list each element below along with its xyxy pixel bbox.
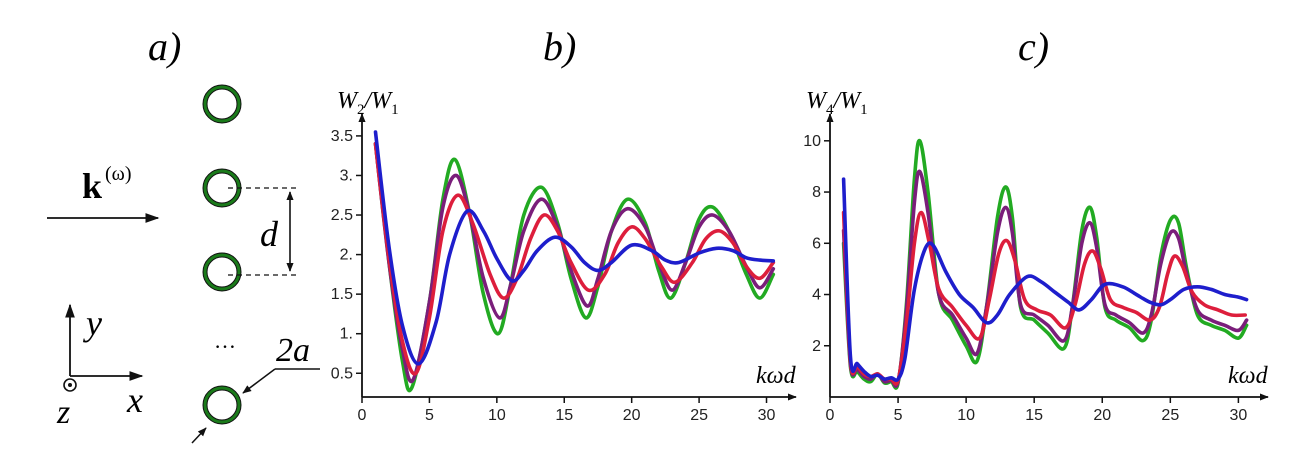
series-line: [373, 142, 776, 384]
cylinder-ring: [202, 252, 242, 292]
series-line: [373, 130, 776, 366]
cylinder-ring: [202, 385, 242, 425]
y-tick-label: 2.: [340, 247, 353, 264]
x-axis-title: kωd: [1228, 363, 1269, 389]
series-line: [841, 177, 1249, 383]
y-tick-label: 1.5: [331, 286, 353, 303]
z-out-of-plane-icon: [63, 378, 77, 392]
panel-b-chart: b) W2/W1 kωd 0 5 10 15 20 25 30 0.5 1. 1.5 2. 2.5 3.…: [331, 24, 797, 424]
y-axis-title: W4/W1: [806, 88, 868, 118]
x-tick-label: 0: [826, 407, 835, 424]
x-tick-label: 30: [758, 407, 776, 424]
panel-c-chart: c) W4/W1 kωd 0 5 10 15 20 25 30 2 4 6 8 10: [803, 24, 1269, 424]
x-tick-label: 25: [690, 407, 708, 424]
y-tick-label: 10: [803, 133, 821, 150]
y-tick-label: 3.5: [331, 128, 353, 145]
plot-area: [841, 138, 1249, 390]
x-tick-label: 10: [957, 407, 975, 424]
radius-pointer-top: [242, 368, 276, 394]
x-tick-label: 20: [623, 407, 641, 424]
x-tick-label: 25: [1161, 407, 1179, 424]
y-tick-label: 6: [812, 235, 821, 252]
axes: 0 5 10 15 20 25 30 2 4 6 8 10: [803, 113, 1269, 424]
wave-vector-superscript: (ω): [105, 163, 131, 185]
radius-pointer-bottom: [191, 427, 207, 444]
y-tick-label: 8: [812, 184, 821, 201]
axes: 0 5 10 15 20 25 30 0.5 1. 1.5 2. 2.5 3. 3.5: [331, 113, 797, 424]
x-tick-label: 30: [1229, 407, 1247, 424]
cylinder-ring: [202, 84, 242, 124]
z-axis-label: z: [56, 394, 70, 431]
plot-area: [373, 130, 776, 393]
spacing-label: d: [260, 214, 279, 254]
y-tick-label: 4: [812, 287, 821, 304]
y-axis-title: W2/W1: [337, 88, 399, 118]
x-axis-title: kωd: [756, 363, 797, 389]
y-axis-label: y: [83, 303, 102, 343]
x-tick-label: 20: [1093, 407, 1111, 424]
cylinder-ring: [202, 168, 242, 208]
series-line: [373, 142, 776, 376]
y-tick-label: 3.: [340, 167, 353, 184]
x-tick-label: 10: [488, 407, 506, 424]
panel-a-schematic: a) k (ω) … d 2a: [47, 24, 320, 444]
radius-label: 2a: [276, 332, 310, 369]
y-tick-label: 2: [812, 338, 821, 355]
ellipsis-dots: …: [214, 328, 236, 353]
panel-c-label: c): [1018, 24, 1049, 69]
y-tick-label: 1.: [340, 326, 353, 343]
panel-a-label: a): [148, 24, 181, 69]
x-tick-label: 0: [358, 407, 367, 424]
y-tick-label: 0.5: [331, 365, 353, 382]
x-tick-label: 5: [894, 407, 903, 424]
x-axis-label: x: [126, 380, 143, 420]
x-tick-label: 15: [555, 407, 573, 424]
wave-vector-symbol: k: [82, 166, 102, 206]
x-tick-label: 15: [1025, 407, 1043, 424]
x-tick-label: 5: [425, 407, 434, 424]
panel-b-label: b): [543, 24, 576, 69]
y-tick-label: 2.5: [331, 207, 353, 224]
